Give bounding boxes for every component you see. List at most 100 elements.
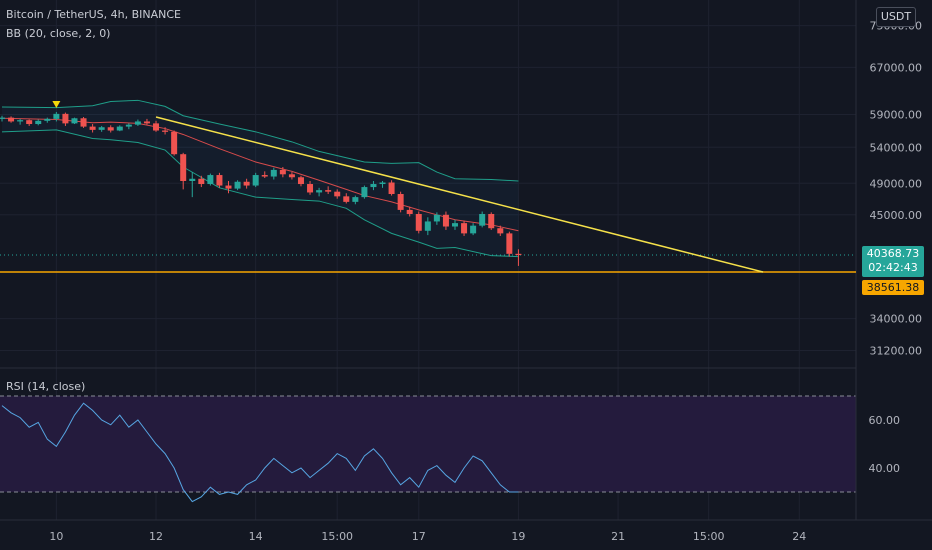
symbol-title[interactable]: Bitcoin / TetherUS, 4h, BINANCE — [6, 8, 182, 21]
candle — [415, 211, 422, 234]
bollinger-bands — [1, 99, 519, 258]
trendline[interactable] — [155, 116, 764, 273]
candle-body — [8, 117, 15, 122]
candle — [497, 225, 504, 236]
candle-body — [134, 121, 141, 125]
candle — [0, 115, 5, 122]
candle — [470, 223, 477, 236]
candle — [424, 217, 431, 236]
candle-body — [479, 213, 486, 226]
candle — [162, 127, 169, 135]
candlesticks — [0, 111, 522, 266]
time-axis-labels: 10 12 14 15:00 17 19 21 15:00 24 — [49, 530, 806, 543]
price-tick-label: 54000.00 — [870, 141, 923, 154]
currency-button[interactable]: USDT — [876, 7, 916, 27]
candle-body — [0, 117, 5, 119]
candle — [297, 175, 304, 187]
candle — [125, 123, 132, 130]
candle — [361, 185, 368, 199]
candle — [53, 111, 60, 122]
candle — [98, 125, 105, 132]
price-tick-label: 49000.00 — [870, 177, 923, 190]
candle-body — [424, 221, 431, 231]
candle — [189, 172, 196, 198]
candle-body — [406, 209, 413, 214]
candle-body — [225, 185, 232, 189]
candle — [116, 125, 123, 132]
candle — [406, 206, 413, 217]
candle — [352, 195, 359, 205]
candle — [225, 181, 232, 194]
candle-body — [352, 197, 359, 202]
candle — [216, 172, 223, 188]
candle — [379, 181, 386, 188]
candle — [134, 119, 141, 126]
candle-body — [334, 191, 341, 197]
candle — [107, 125, 114, 133]
candle — [270, 167, 277, 180]
price-tick-label: 34000.00 — [870, 313, 923, 326]
last-price-value: 40368.73 — [866, 247, 920, 260]
candle-body — [234, 181, 241, 189]
price-tick-label: 45000.00 — [870, 209, 923, 222]
candle-body — [17, 120, 24, 122]
candle-body — [125, 124, 132, 127]
time-tick-label: 21 — [611, 530, 625, 543]
bb-upper — [1, 99, 519, 182]
horizontal-level-tag: 38561.38 — [862, 280, 924, 295]
rsi-indicator-label[interactable]: RSI (14, close) — [6, 380, 86, 393]
candle — [180, 152, 187, 190]
candle-body — [26, 120, 33, 125]
candle-body — [143, 121, 150, 124]
candle — [397, 191, 404, 213]
time-tick-label: 17 — [412, 530, 426, 543]
time-tick-label: 10 — [49, 530, 63, 543]
bb-indicator-label[interactable]: BB (20, close, 2, 0) — [6, 27, 111, 40]
candle — [515, 249, 522, 266]
rsi-axis-ticks: 60.00 40.00 — [869, 414, 901, 475]
candle — [442, 211, 449, 230]
candle — [89, 124, 96, 133]
candle — [279, 167, 286, 178]
candle — [207, 173, 214, 186]
candle-body — [189, 178, 196, 182]
candle — [80, 117, 87, 128]
rsi-band-fill — [0, 396, 856, 492]
candle-body — [279, 169, 286, 175]
candle — [433, 212, 440, 225]
price-tick-label: 59000.00 — [870, 108, 923, 121]
candle-body — [171, 131, 178, 155]
candle-body — [379, 182, 386, 185]
candle-body — [461, 223, 468, 234]
candle-body — [452, 223, 458, 227]
candle — [461, 220, 468, 236]
candle-body — [53, 113, 60, 119]
candle-body — [216, 175, 223, 186]
candle-body — [433, 214, 440, 222]
candle-body — [370, 184, 377, 188]
candle — [252, 172, 259, 188]
candle — [388, 180, 395, 196]
candle — [143, 118, 150, 125]
candle-body — [243, 181, 250, 186]
candle-body — [62, 113, 69, 124]
last-price-tag: 40368.73 02:42:43 — [862, 246, 924, 277]
candle — [17, 118, 24, 125]
candle-body — [515, 253, 522, 256]
candle — [171, 130, 178, 156]
time-tick-label: 19 — [511, 530, 525, 543]
candle-body — [270, 169, 277, 177]
candle-body — [288, 174, 295, 178]
candle — [452, 219, 458, 230]
rsi-line — [1, 402, 519, 503]
rsi-tick-label: 60.00 — [869, 414, 901, 427]
candle-body — [316, 190, 323, 193]
time-tick-label: 15:00 — [321, 530, 353, 543]
candle — [26, 119, 33, 126]
candle-body — [361, 187, 368, 198]
candle-body — [497, 228, 504, 234]
candle — [8, 116, 15, 123]
candle-body — [506, 233, 513, 254]
time-tick-label: 15:00 — [693, 530, 725, 543]
